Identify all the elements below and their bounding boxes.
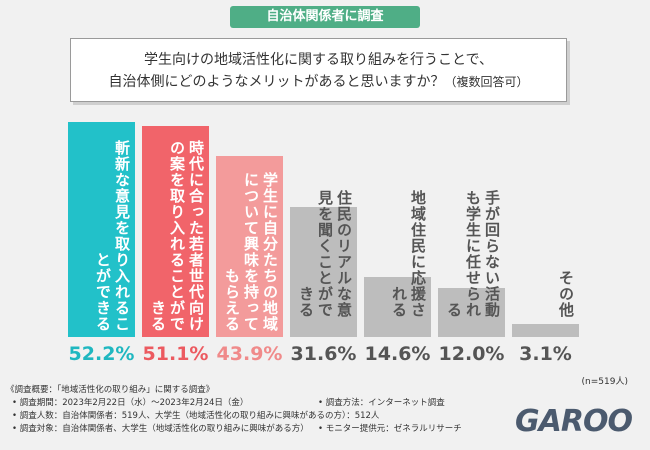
value-label: 52.2%	[68, 343, 135, 365]
category-label: 手が回らない活動も学生に任せられる	[445, 190, 501, 318]
category-label: 時代に合った若者世代向けの案を取り入れることができる	[149, 139, 205, 332]
bar	[438, 287, 505, 337]
subtitle: （複数回答可）	[444, 75, 529, 89]
category-label: その他	[557, 270, 575, 318]
header: 自治体関係者に調査	[230, 6, 420, 28]
question-line: 自治体側にどのようなメリットがあると思いますか？	[108, 74, 445, 90]
category-label: 住民のリアルな意見を聞くことができる	[297, 190, 353, 318]
note-line: • 調査対象：自治体関係者、大学生（地域活性化の取り組みに興味がある方）	[12, 424, 309, 434]
note-line: 《調査概要：「地域活性化の取り組み」に関する調査》	[6, 385, 215, 395]
value-label: 3.1%	[519, 343, 572, 365]
category-label: 地域住民に応援される	[390, 190, 427, 318]
value-label: 31.6%	[290, 343, 357, 365]
value-label: 51.1%	[142, 343, 209, 365]
question-line: 自治体側にどのようなメリットがあると思いますか？（複数回答可）	[71, 71, 566, 91]
note-line: • 調査人数：自治体関係者：519人、大学生（地域活性化の取り組みに興味があるの…	[12, 411, 380, 421]
note-line: • 調査期間：2023年2月22日（水）〜2023年2月24日（金）	[12, 398, 249, 408]
value-label: 12.0%	[438, 343, 505, 365]
note-line: • 調査方法：インターネット調査	[318, 398, 445, 408]
logo: GAROO	[515, 404, 633, 439]
value-label: 43.9%	[216, 343, 283, 365]
bar	[512, 324, 579, 337]
bar	[142, 126, 209, 337]
category-label: 学生に自分たちの地域について興味を持ってもらえる	[223, 171, 279, 332]
sample-size: (n=519人)	[581, 377, 628, 387]
question-box: 学生向けの地域活性化に関する取り組みを行うことで、 自治体側にどのようなメリット…	[70, 38, 567, 102]
bar	[290, 206, 357, 337]
category-label: 斬新な意見を取り入れることができる	[94, 139, 131, 332]
note-line: • モニター提供元：ゼネラルリサーチ	[318, 424, 462, 434]
bar	[364, 276, 431, 337]
question-line: 学生向けの地域活性化に関する取り組みを行うことで、	[143, 52, 494, 68]
bar	[216, 156, 283, 337]
value-label: 14.6%	[364, 343, 431, 365]
bar	[68, 121, 135, 337]
